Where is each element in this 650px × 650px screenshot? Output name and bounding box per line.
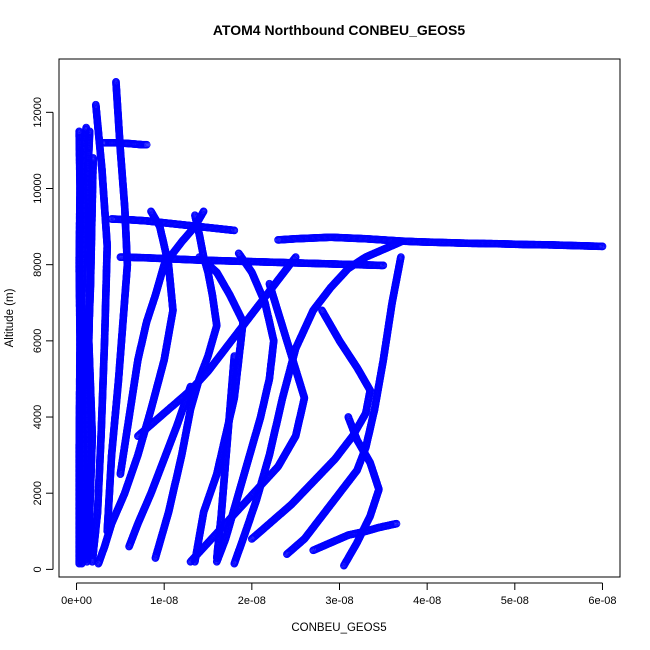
chart-title: ATOM4 Northbound CONBEU_GEOS5 [213,22,465,38]
data-point [85,127,94,136]
series-3 [88,100,112,566]
data-point [91,100,100,109]
plot-area [75,78,607,570]
data-point [147,207,155,216]
series-13 [274,233,607,251]
